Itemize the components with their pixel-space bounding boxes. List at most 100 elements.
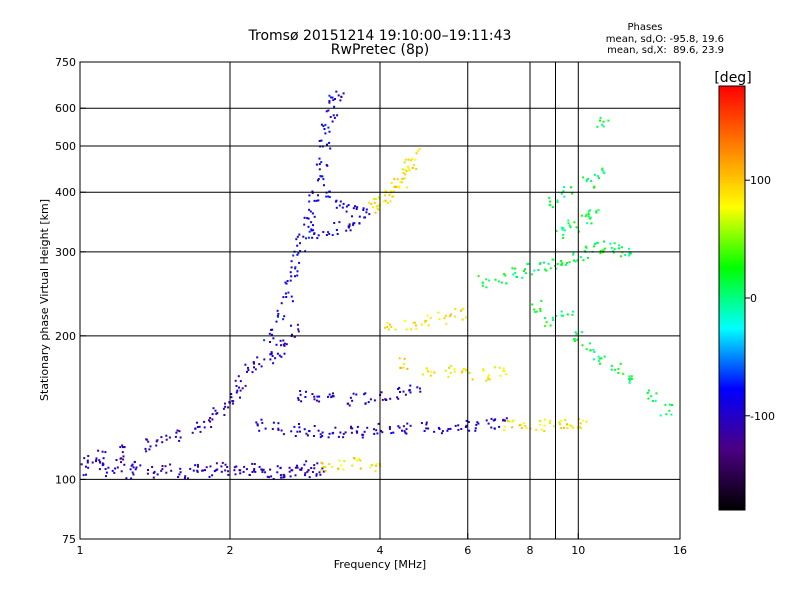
echo-point: [530, 273, 533, 276]
echo-point: [449, 371, 452, 374]
echo-point: [139, 464, 142, 467]
echo-point: [223, 414, 226, 416]
x-tick-label: 2: [227, 544, 234, 557]
echo-point: [321, 462, 324, 465]
echo-point: [574, 331, 577, 334]
echo-point: [585, 348, 588, 351]
echo-point: [397, 397, 400, 400]
echo-point: [503, 370, 506, 373]
echo-point: [587, 210, 590, 213]
echo-point: [599, 362, 601, 365]
echo-point: [522, 422, 525, 425]
echo-point: [610, 368, 613, 371]
echo-point: [560, 260, 563, 262]
echo-point: [296, 466, 299, 469]
echo-point: [239, 389, 242, 392]
echo-point: [572, 253, 575, 256]
echo-point: [247, 369, 250, 372]
echo-point: [269, 341, 271, 343]
echo-point: [461, 318, 464, 321]
echo-point: [593, 245, 596, 248]
echo-point: [544, 418, 546, 421]
echo-point: [91, 461, 94, 464]
echo-point: [404, 173, 407, 176]
echo-point: [613, 248, 616, 251]
echo-point: [272, 362, 275, 365]
echo-point: [494, 418, 497, 421]
colorbar-tick-label: -100: [750, 410, 775, 423]
echo-point: [307, 236, 310, 239]
echo-point: [336, 114, 339, 117]
echo-point: [131, 471, 134, 474]
echo-point: [418, 148, 421, 151]
echo-point: [99, 460, 101, 463]
echo-point: [488, 378, 491, 381]
echo-point: [618, 247, 621, 250]
echo-point: [441, 430, 444, 433]
echo-point: [345, 229, 348, 232]
echo-point: [375, 429, 378, 432]
echo-point: [395, 185, 398, 188]
echo-point: [571, 313, 574, 316]
echo-point: [375, 205, 378, 207]
echo-point: [384, 199, 387, 202]
echo-point: [511, 420, 514, 423]
echo-point: [313, 395, 316, 398]
echo-point: [647, 389, 650, 392]
echo-point: [425, 367, 428, 370]
echo-point: [177, 476, 180, 478]
echo-point: [317, 178, 320, 180]
echo-point: [161, 441, 164, 444]
echo-point: [327, 195, 330, 198]
echo-point: [460, 309, 463, 312]
echo-point: [290, 260, 293, 263]
echo-point: [568, 261, 571, 264]
echo-point: [566, 427, 569, 430]
echo-point: [251, 471, 254, 473]
echo-point: [345, 210, 348, 213]
echo-point: [355, 208, 358, 210]
echo-point: [306, 470, 309, 473]
echo-point: [121, 444, 124, 447]
echo-point: [342, 468, 345, 471]
echo-point: [131, 463, 134, 466]
echo-point: [409, 159, 412, 162]
echo-point: [398, 185, 401, 188]
echo-point: [308, 476, 311, 479]
echo-point: [122, 455, 125, 458]
echo-point: [227, 470, 230, 473]
echo-point: [231, 402, 234, 405]
echo-point: [560, 427, 563, 429]
echo-point: [290, 275, 293, 278]
echo-point: [581, 331, 584, 334]
echo-point: [457, 428, 460, 431]
echo-point: [288, 466, 291, 469]
echo-point: [351, 215, 353, 218]
echo-point: [290, 430, 293, 433]
echo-point: [356, 459, 359, 462]
echo-point: [339, 431, 342, 434]
echo-point: [338, 459, 341, 462]
echo-point: [597, 209, 600, 212]
echo-point: [298, 233, 301, 236]
echo-point: [453, 370, 456, 373]
echo-point: [304, 472, 307, 475]
echo-point: [406, 367, 409, 370]
echo-point: [460, 371, 463, 374]
echo-point: [504, 419, 506, 422]
echo-point: [282, 476, 285, 479]
echo-point: [335, 90, 338, 93]
echo-point: [98, 459, 101, 462]
echo-point: [464, 426, 467, 428]
echo-point: [95, 457, 98, 460]
echo-point: [398, 186, 401, 189]
echo-point: [104, 451, 107, 454]
echo-point: [505, 417, 508, 420]
echo-point: [184, 475, 187, 478]
echo-point: [304, 474, 306, 477]
echo-point: [602, 170, 605, 173]
echo-point: [440, 432, 443, 435]
echo-point: [539, 419, 542, 422]
echo-point: [399, 391, 401, 393]
echo-point: [264, 427, 267, 430]
